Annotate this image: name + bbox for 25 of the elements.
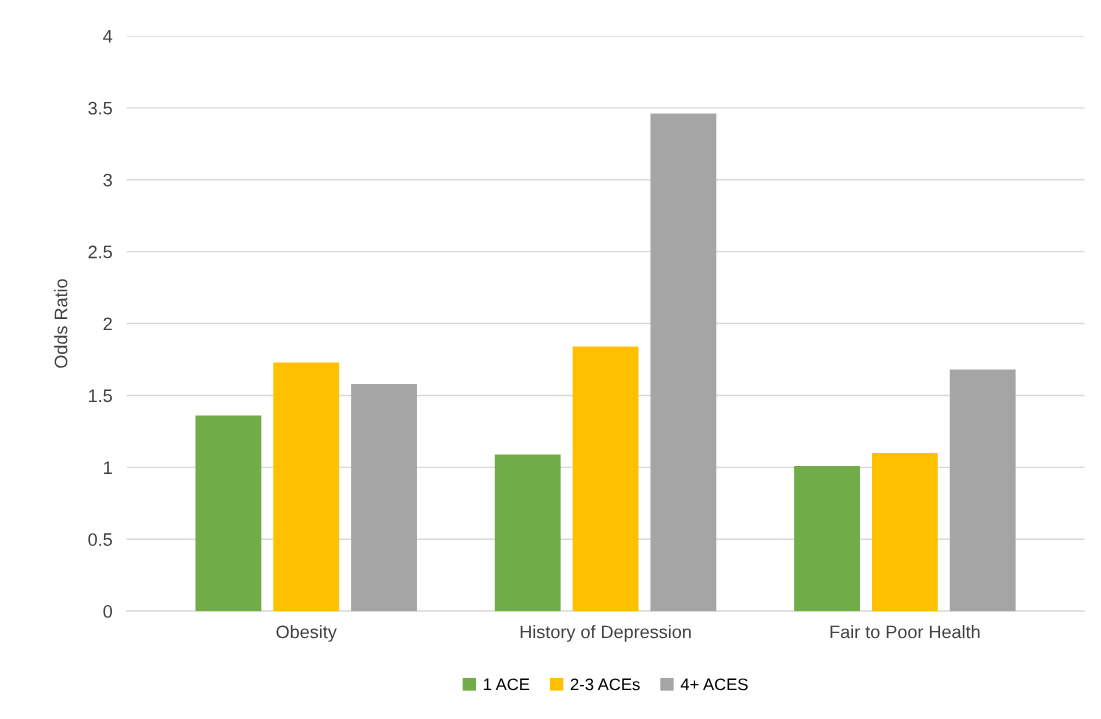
- y-axis-title: Odds Ratio: [54, 279, 68, 368]
- y-tick-label: 3.5: [88, 101, 112, 115]
- legend-label: 2-3 ACEs: [570, 678, 640, 691]
- bar: [949, 369, 1016, 612]
- bar: [871, 452, 938, 612]
- bar: [494, 454, 561, 612]
- bar: [572, 346, 639, 612]
- y-tick-label: 2: [103, 317, 112, 331]
- x-tick-label: Obesity: [276, 625, 337, 642]
- legend-label: 4+ ACES: [680, 678, 748, 691]
- bar: [273, 362, 340, 612]
- y-tick-label: 0: [103, 605, 113, 618]
- bar: [195, 415, 262, 612]
- y-tick-label: 1: [104, 461, 112, 474]
- y-tick-label: 4: [103, 30, 113, 43]
- bar: [794, 465, 860, 612]
- y-tick-label: 3: [103, 173, 112, 187]
- x-tick-label: Fair to Poor Health: [830, 625, 980, 639]
- bar: [650, 113, 717, 612]
- y-tick-label: 0.5: [88, 533, 112, 546]
- y-tick-label: 1.5: [89, 389, 112, 403]
- x-tick-label: History of Depression: [520, 625, 691, 642]
- y-tick-label: 2.5: [88, 245, 112, 259]
- bar: [351, 383, 417, 612]
- legend-label: 1 ACE: [483, 678, 530, 691]
